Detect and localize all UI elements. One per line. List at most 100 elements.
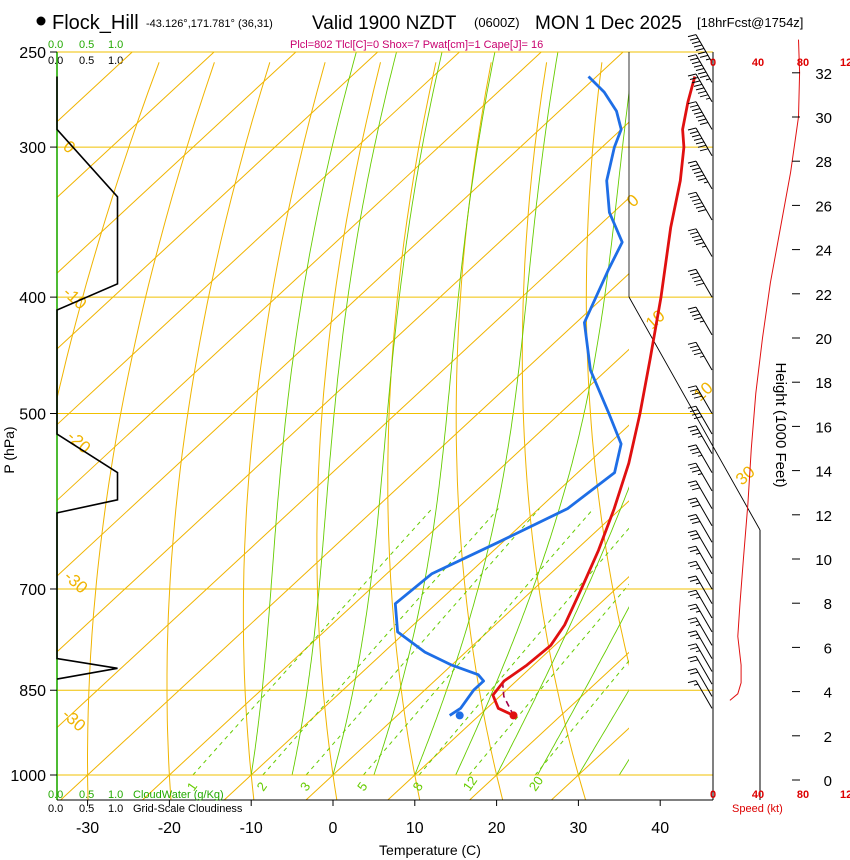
wind-barb-flag — [691, 392, 701, 396]
cloud-label-top-2: 1.0 — [108, 55, 123, 67]
mixing-ratio-label: 5 — [354, 779, 370, 794]
wind-speed-line — [729, 39, 801, 701]
surface-dewpoint-point — [455, 711, 464, 720]
wind-barb-flag — [693, 137, 703, 141]
isotherm-label: 30 — [732, 462, 759, 489]
wind-barb-staff — [695, 480, 713, 509]
wind-barb-flag — [693, 64, 703, 68]
wind-barb-flag — [689, 549, 699, 553]
wind-barb-flag — [687, 497, 697, 501]
moist-adiabat-line — [332, 52, 443, 776]
isotherm-line — [387, 575, 629, 800]
pressure-tick-label: 300 — [19, 140, 46, 157]
station-coords: -43.126°,171.781° (36,31) — [146, 18, 273, 30]
wind-barb-staff — [695, 656, 713, 685]
moist-adiabat-line — [455, 89, 629, 776]
speed-scale: 0 40 80 12 0 40 80 12 Speed (kt) — [710, 57, 850, 815]
wind-barb-staff — [695, 643, 713, 672]
temperature-axis: -30 -20 -10 0 10 20 30 40 — [76, 800, 669, 837]
wind-barb-half — [695, 552, 701, 555]
pressure-tick-label: 850 — [19, 683, 46, 700]
mixing-ratio-label: 2 — [254, 779, 270, 794]
wind-barb-flag — [687, 268, 697, 272]
cloudiness-profile — [56, 76, 119, 680]
wind-barb-flag — [687, 480, 697, 484]
wind-barb-flag — [689, 77, 699, 80]
wind-barb-flag — [689, 607, 699, 611]
wind-barb-flag — [687, 560, 697, 564]
isotherm-line — [57, 121, 629, 653]
wind-barb-flag — [689, 310, 699, 314]
wind-barb-flag — [699, 75, 709, 78]
mixing-ratio-line — [262, 508, 499, 776]
water-label-top-2: 1.0 — [108, 39, 123, 51]
wind-barb-staff — [695, 269, 713, 298]
wind-barb-flag — [697, 51, 707, 55]
height-tick-label: 28 — [815, 154, 832, 171]
isotherm-label: 0 — [623, 191, 643, 211]
x-axis-title: Temperature (C) — [379, 842, 481, 858]
wind-barb-staff — [695, 462, 713, 492]
dry-adiabat-lines — [57, 62, 751, 800]
utc-time: (0600Z) — [474, 15, 520, 30]
temperature-tick-label: 20 — [488, 820, 506, 837]
wind-barb-staff — [695, 425, 713, 454]
wind-barb-flag — [697, 209, 707, 213]
dry-adiabat-line — [387, 62, 437, 800]
height-axis-title: Height (1000 Feet) — [772, 362, 789, 487]
wind-barb-staff — [695, 127, 713, 156]
dry-adiabat-line — [585, 62, 629, 667]
speed-top-1: 40 — [752, 57, 764, 69]
isotherm-line — [57, 52, 297, 274]
wind-barb-half — [695, 596, 701, 599]
wind-barb-flag — [699, 122, 709, 125]
height-tick-label: 2 — [824, 729, 832, 746]
wind-barb-flag — [691, 198, 701, 202]
y-axis-title: P (hPa) — [1, 426, 17, 473]
wind-barb-flag — [687, 530, 697, 534]
wind-barb-flag — [687, 668, 697, 672]
wind-barb-flag — [687, 191, 697, 195]
isotherm-label: -30 — [60, 567, 91, 598]
wind-barb-flag — [687, 444, 697, 448]
wind-barb-flag — [687, 54, 697, 58]
temperature-tick-label: 0 — [329, 820, 338, 837]
wind-barb-flag — [693, 111, 703, 115]
cloud-scale-top: 0.0 0.5 1.0 0.0 0.5 1.0 — [48, 39, 123, 67]
cloud-label-bottom-0: 0.0 — [48, 803, 63, 815]
wind-barb-flag — [691, 235, 701, 239]
dry-adiabat-line — [648, 62, 751, 800]
wind-barb-flag — [689, 409, 699, 413]
speed-bottom-3: 12 — [840, 789, 850, 801]
sounding-traces — [393, 75, 697, 720]
wind-barb-flag — [687, 425, 697, 429]
temperature-tick-label: 30 — [570, 820, 588, 837]
wind-barb-flag — [691, 41, 701, 44]
moist-adiabat-lines — [250, 52, 629, 776]
wind-barb-flag — [691, 487, 701, 491]
wind-barb-flag — [691, 432, 701, 436]
wind-barb-flag — [691, 521, 701, 524]
isotherm-label: -20 — [63, 427, 94, 458]
wind-barb-flag — [691, 61, 701, 65]
pressure-tick-label: 500 — [19, 407, 46, 424]
wind-barb-flag — [689, 104, 699, 108]
wind-barb-flag — [687, 73, 697, 77]
wind-barbs — [687, 34, 713, 709]
mixing-ratio-label: 8 — [410, 779, 426, 794]
station-bullet-icon — [36, 16, 46, 26]
wind-barb-flag — [695, 205, 705, 209]
wind-barb-flag — [689, 447, 699, 451]
wind-barb-flag — [689, 37, 699, 41]
isotherm-line — [141, 348, 629, 800]
isotherm-lines — [57, 52, 629, 800]
wind-barb-flag — [687, 127, 697, 131]
height-tick-label: 18 — [815, 375, 832, 392]
indices-line: Plcl=802 Tlcl[C]=0 Shox=7 Pwat[cm]=1 Cap… — [290, 39, 543, 51]
wind-barb-flag — [695, 282, 705, 286]
isotherm-line — [305, 500, 629, 800]
wind-barb-flag — [689, 500, 699, 504]
speed-top-0: 0 — [710, 57, 716, 69]
mixing-ratio-label: 3 — [297, 779, 313, 794]
